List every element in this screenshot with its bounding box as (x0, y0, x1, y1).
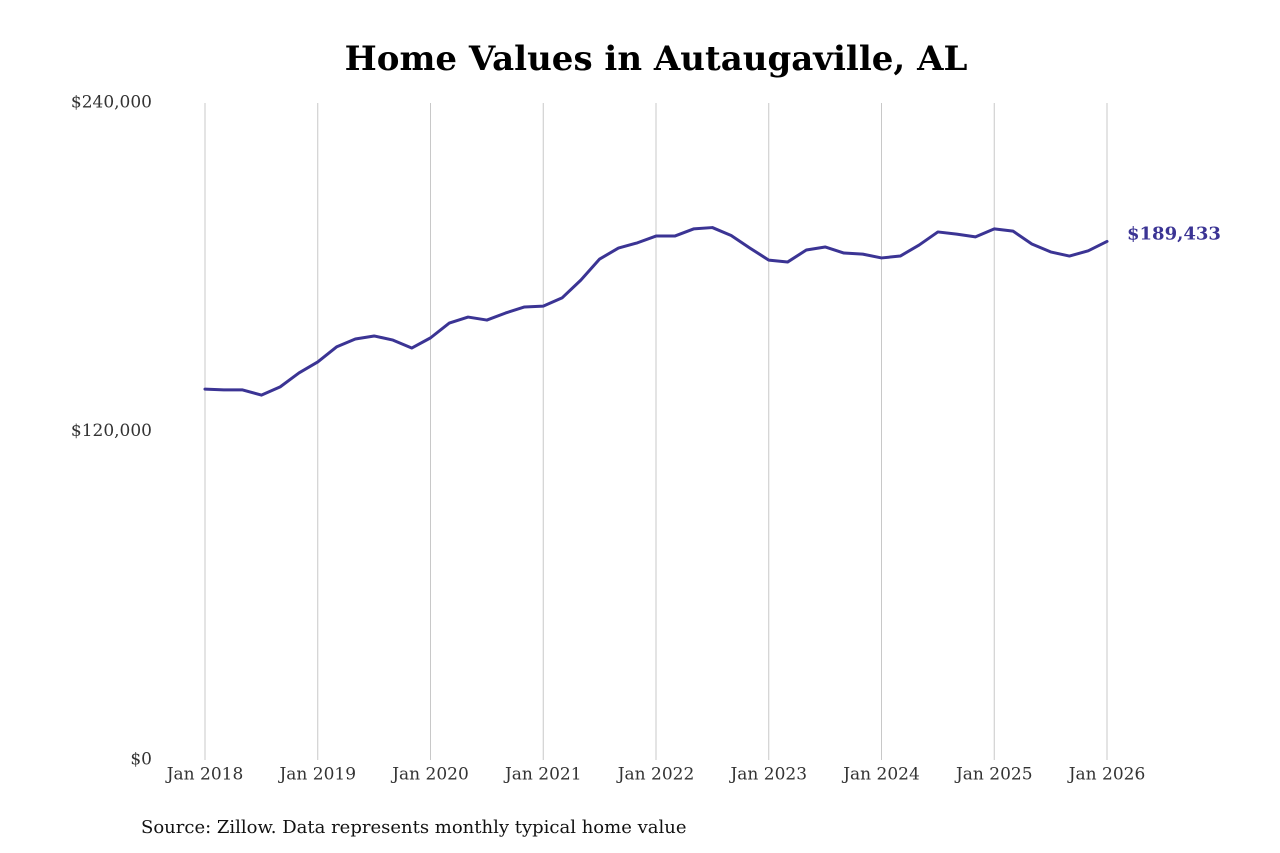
x-tick-label: Jan 2020 (390, 765, 469, 785)
data-label: $189,433 (1127, 223, 1221, 244)
line-series (203, 226, 1109, 397)
source-note: Source: Zillow. Data represents monthly … (141, 817, 687, 838)
x-tick-label: Jan 2022 (616, 765, 695, 785)
y-tick-label: $240,000 (71, 93, 152, 113)
x-tick-label: Jan 2023 (728, 765, 807, 785)
x-tick-label: Jan 2021 (503, 765, 582, 785)
x-tick-label: Jan 2026 (1067, 765, 1146, 785)
x-tick-label: Jan 2019 (277, 765, 356, 785)
chart-title: Home Values in Autaugaville, AL (345, 39, 968, 79)
x-tick-label: Jan 2024 (841, 765, 920, 785)
x-tick-label: Jan 2025 (954, 765, 1033, 785)
y-tick-label: $120,000 (71, 421, 152, 441)
y-tick-label: $0 (130, 750, 152, 770)
x-tick-label: Jan 2018 (165, 765, 244, 785)
